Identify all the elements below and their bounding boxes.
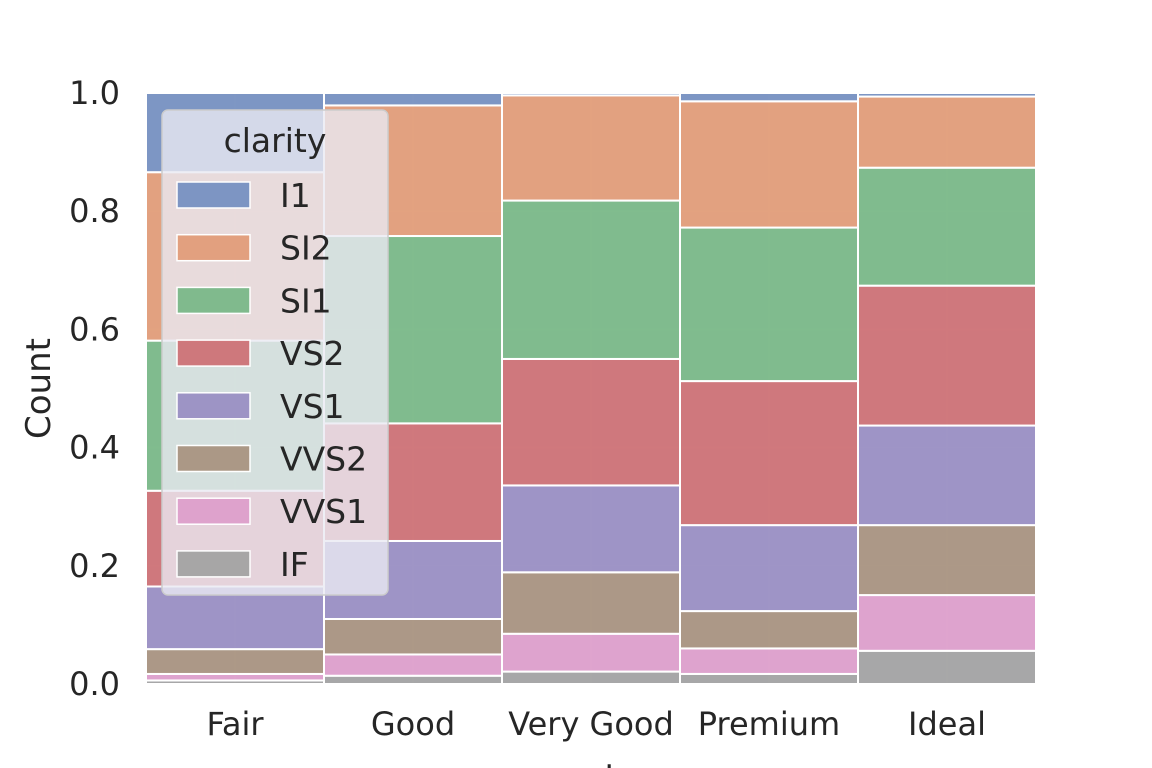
y-tick-label: 0.6 — [69, 310, 120, 348]
bar-segment-premium-vvs1 — [679, 647, 859, 675]
bar-segment-fair-vvs2 — [145, 648, 325, 675]
bar-segment-good-i1 — [323, 92, 503, 107]
x-tick-label: Good — [371, 705, 455, 743]
legend-swatch-vs2 — [176, 339, 251, 367]
x-tick-labels: Fair Good Very Good Premium Ideal — [206, 705, 986, 743]
bar-segment-premium-vs1 — [679, 524, 859, 613]
legend-label-if: IF — [280, 545, 309, 584]
legend-swatch-vvs2 — [176, 444, 251, 473]
bar-segment-ideal-si1 — [857, 166, 1037, 287]
bar-segment-premium-si1 — [679, 226, 859, 383]
legend-items: I1 SI2 SI1 VS2 VS1 VVS2 VVS1 IF — [176, 176, 367, 584]
legend-title: clarity — [224, 121, 327, 160]
x-tick-label: Ideal — [908, 705, 986, 743]
x-tick-label: Fair — [206, 705, 264, 743]
legend-swatch-i1 — [176, 181, 251, 209]
legend: clarity I1 SI2 SI1 VS2 VS1 VVS2 VVS1 IF — [161, 109, 389, 596]
x-tick-label: Very Good — [508, 705, 674, 743]
legend-label-vs1: VS1 — [280, 387, 345, 426]
legend-label-si1: SI1 — [280, 281, 332, 320]
x-axis-label: cut — [564, 757, 618, 768]
legend-label-si2: SI2 — [280, 229, 332, 268]
bar-segment-premium-si2 — [679, 100, 859, 229]
bar-segment-ideal-vvs2 — [857, 524, 1037, 597]
legend-label-vs2: VS2 — [280, 334, 345, 373]
y-tick-label: 1.0 — [69, 74, 120, 112]
bar-segment-ideal-vs1 — [857, 424, 1037, 527]
legend-swatch-if — [176, 550, 251, 578]
bar-segment-very-good-vvs1 — [501, 632, 681, 673]
y-tick-labels: 0.0 0.2 0.4 0.6 0.8 1.0 — [69, 74, 120, 703]
legend-label-vvs2: VVS2 — [280, 440, 367, 479]
bar-segment-very-good-vvs2 — [501, 571, 681, 635]
legend-swatch-si2 — [176, 233, 251, 262]
bar-segment-good-vvs2 — [323, 617, 503, 656]
x-tick-label: Premium — [698, 705, 840, 743]
bars-layer — [145, 92, 1037, 686]
y-tick-label: 0.8 — [69, 192, 120, 230]
legend-label-i1: I1 — [280, 176, 311, 215]
bar-segment-very-good-si1 — [501, 199, 681, 360]
bar-segment-premium-vvs2 — [679, 610, 859, 650]
bar-segment-ideal-i1 — [857, 92, 1037, 98]
bar-segment-good-if — [323, 674, 503, 686]
y-tick-label: 0.0 — [69, 665, 120, 703]
bar-segment-ideal-vs2 — [857, 284, 1037, 427]
y-axis-label: Count — [19, 338, 59, 439]
bar-segment-very-good-si2 — [501, 94, 681, 202]
legend-label-vvs1: VVS1 — [280, 492, 367, 531]
bar-segment-ideal-si2 — [857, 95, 1037, 169]
bar-segment-premium-i1 — [679, 92, 859, 103]
legend-swatch-si1 — [176, 286, 251, 315]
bar-segment-very-good-vs1 — [501, 484, 681, 574]
bar-segment-premium-if — [679, 672, 859, 686]
bar-segment-very-good-vs2 — [501, 357, 681, 487]
bar-segment-good-vvs1 — [323, 653, 503, 677]
bar-segment-very-good-i1 — [501, 92, 681, 97]
legend-swatch-vvs1 — [176, 497, 251, 525]
y-tick-label: 0.2 — [69, 547, 120, 585]
legend-swatch-vs1 — [176, 392, 251, 420]
bar-segment-ideal-vvs1 — [857, 594, 1037, 652]
bar-segment-very-good-if — [501, 670, 681, 685]
bar-segment-fair-vs1 — [145, 585, 325, 651]
bar-segment-ideal-if — [857, 649, 1037, 686]
bar-segment-premium-vs2 — [679, 380, 859, 527]
y-tick-label: 0.4 — [69, 429, 120, 467]
legend-box — [161, 109, 389, 596]
